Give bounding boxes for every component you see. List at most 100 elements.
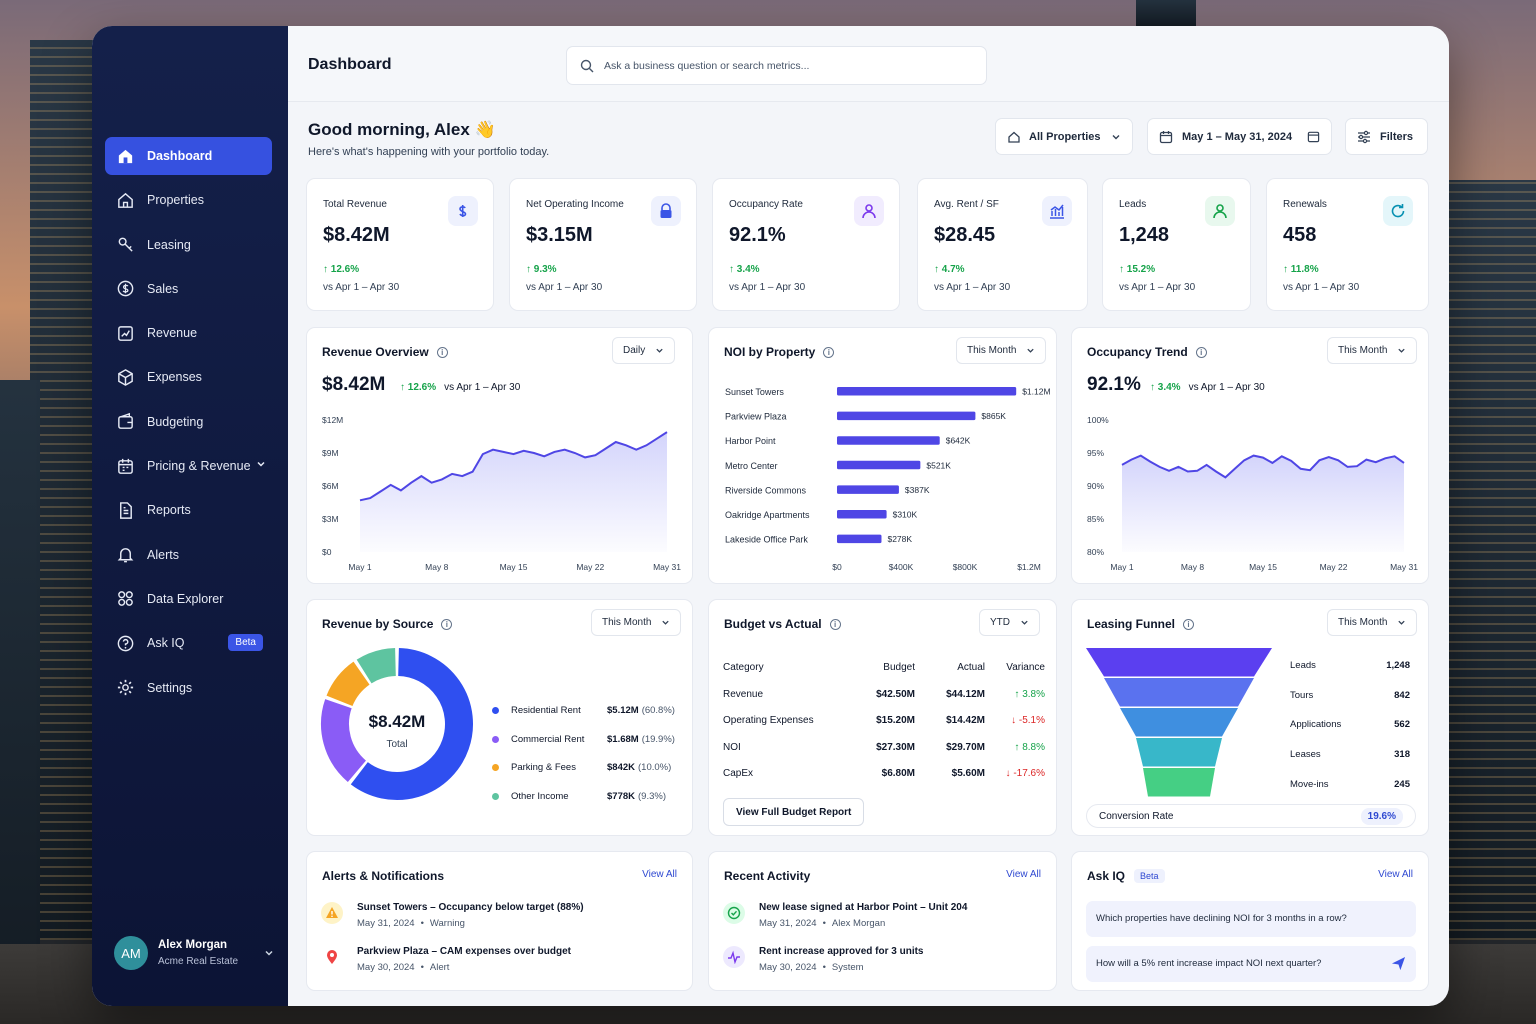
x-tick-label: May 31 (653, 562, 681, 572)
card-title-text: Occupancy Trend (1087, 345, 1188, 359)
revenue-total: $8.42M (322, 374, 386, 395)
bar-category-label: Lakeside Office Park (725, 535, 808, 545)
y-tick-label: 90% (1087, 481, 1104, 491)
kpi-change: ↑ 11.8% (1283, 264, 1319, 275)
bar-category-label: Riverside Commons (725, 485, 807, 495)
pulse-icon (723, 946, 745, 968)
card-title-text: Budget vs Actual (724, 617, 822, 631)
bar-category-label: Harbor Point (725, 436, 776, 446)
column-header: Actual (957, 662, 985, 673)
legend-label: Commercial Rent (511, 733, 585, 745)
chevron-down-icon[interactable] (264, 948, 274, 958)
granularity-dropdown[interactable]: Daily (612, 337, 676, 364)
sidebar-item-properties[interactable]: Properties (105, 181, 272, 219)
search-input[interactable]: Ask a business question or search metric… (566, 46, 987, 85)
chevron-down-icon (1398, 348, 1406, 353)
card-title-text: Revenue Overview (322, 345, 429, 359)
date-range-picker[interactable]: May 1 – May 31, 2024 (1147, 118, 1332, 155)
cell-variance: ↓ -17.6% (1005, 768, 1045, 780)
alert-item[interactable]: Parkview Plaza – CAM expenses over budge… (321, 946, 681, 990)
info-icon[interactable]: i (441, 618, 453, 630)
period-dropdown[interactable]: This Month (591, 609, 682, 636)
period-dropdown[interactable]: This Month (1327, 337, 1418, 364)
sidebar-item-leasing[interactable]: Leasing (105, 226, 272, 264)
properties-select[interactable]: All Properties (995, 118, 1133, 155)
info-icon[interactable]: i (436, 346, 448, 358)
sidebar-item-label: Reports (147, 503, 191, 518)
funnel-stage (1120, 708, 1238, 737)
sliders-icon (1358, 130, 1370, 143)
change-pct: 3.4% (1157, 382, 1181, 393)
send-icon[interactable] (1391, 956, 1406, 971)
view-all-link[interactable]: View All (1006, 869, 1041, 880)
chevron-down-icon (1112, 134, 1120, 139)
ask-iq-input[interactable]: How will a 5% rent increase impact NOI n… (1086, 946, 1416, 982)
period-dropdown[interactable]: This Month (1327, 609, 1418, 636)
budget-card: Budget vs Actual i YTD Category Budget Actu… (708, 599, 1057, 836)
view-budget-report-button[interactable]: View Full Budget Report (723, 798, 865, 826)
table-row: CapEx $6.80M $5.60M ↓ -17.6% (723, 761, 1045, 788)
kpi-card[interactable]: Leads 1,248 ↑ 15.2% vs Apr 1 – Apr 30 (1102, 178, 1251, 311)
building (1136, 0, 1196, 26)
column-header: Budget (883, 662, 915, 673)
sidebar-item-ask-iq[interactable]: Ask IQ Beta (105, 624, 272, 662)
activity-item[interactable]: Rent increase approved for 3 units May 30… (723, 946, 1043, 990)
y-tick-label: $6M (322, 481, 339, 491)
sidebar-item-label: Alerts (147, 547, 179, 562)
suggested-question[interactable]: Which properties have declining NOI for … (1086, 901, 1416, 937)
change-pct: 12.6% (407, 382, 437, 393)
briefcase-icon (651, 196, 681, 226)
y-tick-label: 80% (1087, 547, 1104, 557)
chevron-down-icon (1027, 348, 1035, 353)
legend-dot (492, 706, 499, 714)
sidebar-item-sales[interactable]: Sales (105, 270, 272, 308)
sidebar-item-data-explorer[interactable]: Data Explorer (105, 580, 272, 618)
sidebar-item-pricing-revenue[interactable]: Pricing & Revenue (105, 447, 272, 485)
question-icon (116, 634, 135, 653)
x-tick-label: May 15 (1249, 562, 1277, 572)
occupancy-card: Occupancy Trend i This Month 92.1% ↑ 3.4%… (1071, 327, 1429, 584)
period-dropdown[interactable]: This Month (956, 337, 1047, 364)
sidebar-item-dashboard[interactable]: Dashboard (105, 137, 272, 175)
kpi-card[interactable]: Total Revenue $8.42M ↑ 12.6% vs Apr 1 – Apr… (306, 178, 494, 311)
y-tick-label: $3M (322, 514, 339, 524)
beta-badge: Beta (1134, 869, 1165, 883)
sidebar-item-reports[interactable]: Reports (105, 491, 272, 529)
view-all-link[interactable]: View All (642, 869, 677, 880)
sidebar-item-budgeting[interactable]: Budgeting (105, 403, 272, 441)
legend-dot (492, 735, 499, 743)
activity-item[interactable]: New lease signed at Harbor Point – Unit … (723, 902, 1043, 946)
sidebar-item-label: Leasing (147, 237, 191, 252)
kpi-card[interactable]: Net Operating Income $3.15M ↑ 9.3% vs Apr 1… (509, 178, 697, 311)
chevron-down-icon[interactable] (256, 458, 266, 472)
kpi-card[interactable]: Renewals 458 ↑ 11.8% vs Apr 1 – Apr 30 (1266, 178, 1429, 311)
kpi-label: Net Operating Income (526, 199, 624, 210)
kpi-card[interactable]: Occupancy Rate 92.1% ↑ 3.4% vs Apr 1 – Apr … (712, 178, 900, 311)
sidebar-item-label: Budgeting (147, 414, 204, 429)
period-dropdown[interactable]: YTD (979, 609, 1040, 636)
bar-value-label: $1.12M (1022, 387, 1050, 397)
dropdown-label: This Month (967, 345, 1017, 356)
sidebar-item-revenue[interactable]: Revenue (105, 314, 272, 352)
variance-value: -17.6% (1013, 768, 1045, 780)
sidebar-item-label: Expenses (147, 370, 202, 385)
info-icon[interactable]: i (829, 618, 841, 630)
sidebar-item-alerts[interactable]: Alerts (105, 536, 272, 574)
view-all-link[interactable]: View All (1378, 869, 1413, 880)
kpi-card[interactable]: Avg. Rent / SF $28.45 ↑ 4.7% vs Apr 1 – Apr… (917, 178, 1088, 311)
cell-category: Revenue (723, 688, 764, 700)
info-icon[interactable]: i (1183, 618, 1195, 630)
building-icon (1008, 131, 1020, 143)
user-profile[interactable]: AM Alex Morgan Acme Real Estate (114, 936, 274, 970)
chevron-down-icon (1398, 620, 1406, 625)
stage-value: 245 (1394, 778, 1410, 790)
activity-meta: May 30, 2024 • System (759, 962, 924, 973)
filters-button[interactable]: Filters (1345, 118, 1428, 155)
sidebar-item-settings[interactable]: Settings (105, 669, 272, 707)
info-icon[interactable]: i (823, 346, 835, 358)
kpi-comparison: vs Apr 1 – Apr 30 (1283, 282, 1360, 293)
info-icon[interactable]: i (1195, 346, 1207, 358)
alert-item[interactable]: Sunset Towers – Occupancy below target (… (321, 902, 681, 946)
sidebar-item-expenses[interactable]: Expenses (105, 358, 272, 396)
funnel-legend: Leads 1,248 Tours 842 Applications 562 Leases 3… (1290, 651, 1410, 799)
